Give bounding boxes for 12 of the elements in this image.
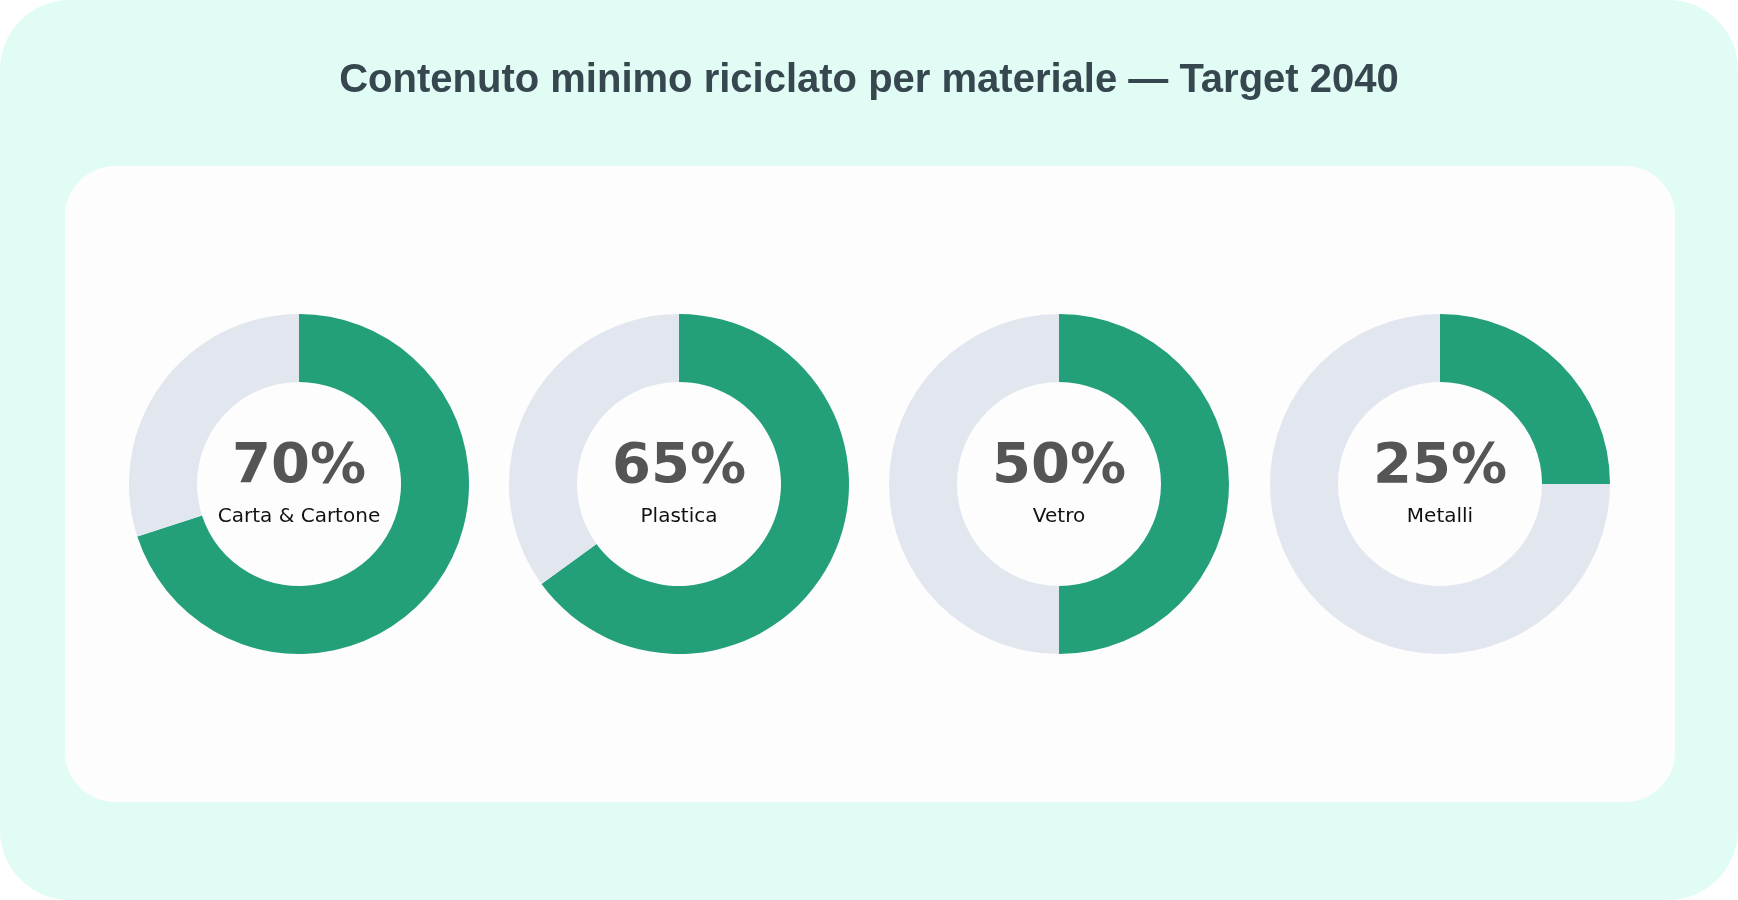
data-label: 25% <box>1372 430 1508 495</box>
donut-slice <box>541 314 849 654</box>
text: Contenuto minimo riciclato per materiale — Target 2040 <box>339 56 1399 100</box>
data-label: 70% <box>231 430 367 495</box>
slice-label: Vetro <box>1032 503 1086 527</box>
slice-label: Carta & Cartone <box>217 503 381 527</box>
data-label: 50% <box>991 430 1127 495</box>
donut-slice <box>137 314 469 654</box>
data-label: 65% <box>611 430 747 495</box>
donut-slice <box>1270 314 1610 654</box>
slice-label: Plastica <box>640 503 718 527</box>
slice-label: Metalli <box>1406 503 1474 527</box>
